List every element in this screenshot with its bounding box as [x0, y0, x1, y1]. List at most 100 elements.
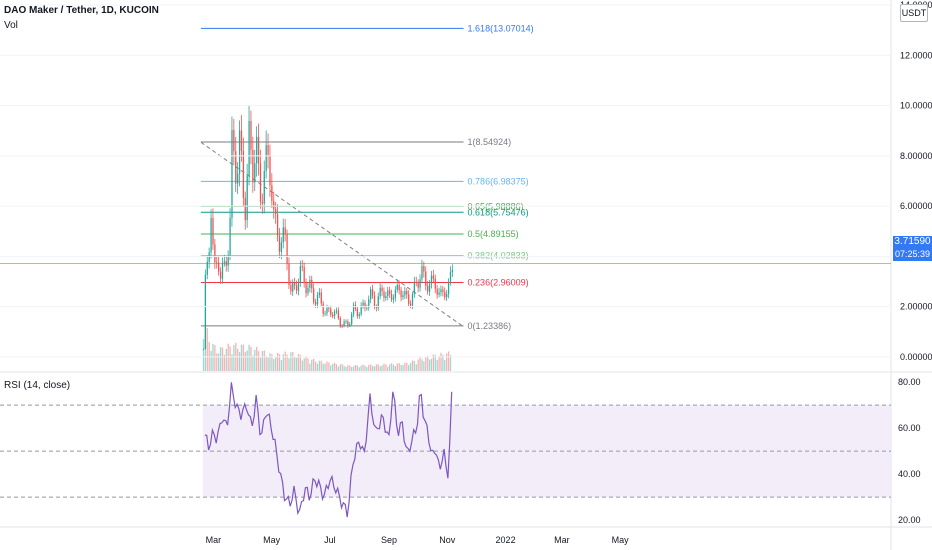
candle-body — [309, 279, 311, 288]
candle-body — [371, 289, 374, 296]
fib-level-label: 0(1.23386) — [468, 321, 512, 331]
volume-bar — [214, 345, 216, 371]
volume-bar — [419, 357, 421, 371]
candle-body — [446, 293, 448, 298]
candle-body — [430, 275, 433, 284]
candle-body — [383, 291, 385, 299]
candle-body — [408, 294, 410, 304]
volume-bar — [248, 344, 250, 371]
candle-body — [396, 284, 398, 290]
candle-body — [341, 325, 343, 327]
volume-bar — [242, 344, 245, 371]
candle-body — [278, 235, 281, 252]
volume-bar — [396, 363, 398, 371]
volume-bar — [423, 361, 425, 371]
price-tick-label: 2.00000 — [900, 302, 932, 312]
candle-body — [366, 307, 368, 309]
volume-bar — [257, 351, 260, 371]
candle-body — [202, 348, 205, 350]
candle-body — [284, 227, 286, 235]
volume-bars — [202, 326, 452, 371]
volume-bar — [322, 363, 324, 371]
candle-body — [242, 150, 245, 198]
rsi-tick-label: 60.00 — [898, 423, 921, 433]
candle-body — [307, 287, 309, 294]
volume-bar — [387, 366, 389, 371]
volume-bar — [364, 365, 366, 371]
volume-bar — [400, 364, 402, 371]
candle-body — [385, 296, 387, 299]
candle-body — [421, 266, 423, 280]
candle-body — [267, 145, 269, 156]
volume-bar — [332, 363, 334, 371]
rsi-tick-label: 80.00 — [898, 377, 921, 387]
candle-body — [248, 120, 250, 176]
price-tick-label: 10.00000 — [900, 101, 932, 111]
volume-bar — [330, 365, 332, 371]
bar-countdown: 07:25:39 — [894, 249, 931, 259]
candle-body — [227, 255, 229, 266]
candle-body — [229, 217, 231, 256]
candle-body — [233, 129, 235, 152]
candle-body — [394, 289, 397, 298]
fibonacci-retracement: 1.618(13.07014) 1(8.54924) 0.786(6.98375) 0… — [200, 23, 534, 331]
candle-body — [237, 173, 239, 184]
candle-body — [235, 151, 237, 184]
fib-level-label: 0.5(4.89155) — [468, 229, 519, 239]
volume-bar — [313, 358, 315, 371]
volume-bar — [381, 365, 383, 371]
volume-legend: Vol — [4, 20, 18, 31]
volume-bar — [219, 347, 222, 371]
candle-body — [390, 293, 393, 300]
volume-bar — [427, 355, 429, 371]
volume-bar — [301, 360, 303, 371]
candle-body — [349, 324, 351, 326]
candle-body — [413, 281, 416, 295]
candle-body — [265, 145, 267, 172]
volume-bar — [273, 359, 275, 371]
time-tick-label: 2022 — [496, 535, 516, 545]
candle-body — [406, 291, 408, 295]
volume-bar — [446, 353, 448, 371]
time-tick-label: Nov — [439, 535, 456, 545]
volume-bar — [221, 347, 224, 371]
volume-bar — [362, 364, 364, 371]
volume-bar — [349, 365, 351, 371]
volume-bar — [444, 360, 446, 371]
volume-bar — [406, 362, 408, 371]
volume-bar — [280, 360, 283, 371]
time-tick-label: May — [263, 535, 281, 545]
candle-body — [256, 136, 258, 164]
rsi-background — [0, 404, 892, 498]
candle-body — [438, 292, 440, 295]
volume-bar — [202, 339, 205, 371]
volume-bar — [371, 365, 374, 371]
volume-bar — [352, 366, 355, 371]
candle-body — [332, 314, 334, 317]
volume-bar — [267, 357, 269, 371]
candle-body — [295, 285, 298, 291]
candle-body — [305, 282, 307, 294]
candle-body — [409, 303, 412, 306]
volume-bar — [430, 358, 433, 371]
candle-body — [318, 292, 321, 296]
volume-bar — [256, 346, 258, 371]
price-tick-label: 6.00000 — [900, 201, 932, 211]
volume-bar — [413, 360, 416, 371]
volume-bar — [394, 365, 397, 371]
volume-bar — [370, 364, 372, 371]
volume-bar — [417, 359, 419, 371]
volume-bar — [408, 365, 410, 371]
volume-bar — [314, 361, 317, 371]
volume-bar — [449, 355, 452, 371]
candle-body — [381, 287, 383, 292]
price-tick-label: 0.00000 — [900, 352, 932, 362]
rsi-tick-label: 20.00 — [898, 515, 921, 525]
currency-selector[interactable]: USDT — [900, 4, 928, 22]
volume-bar — [436, 360, 438, 371]
volume-bar — [225, 348, 227, 371]
price-tick-label: 12.00000 — [900, 50, 932, 60]
candle-body — [368, 299, 370, 308]
volume-bar — [442, 354, 444, 371]
